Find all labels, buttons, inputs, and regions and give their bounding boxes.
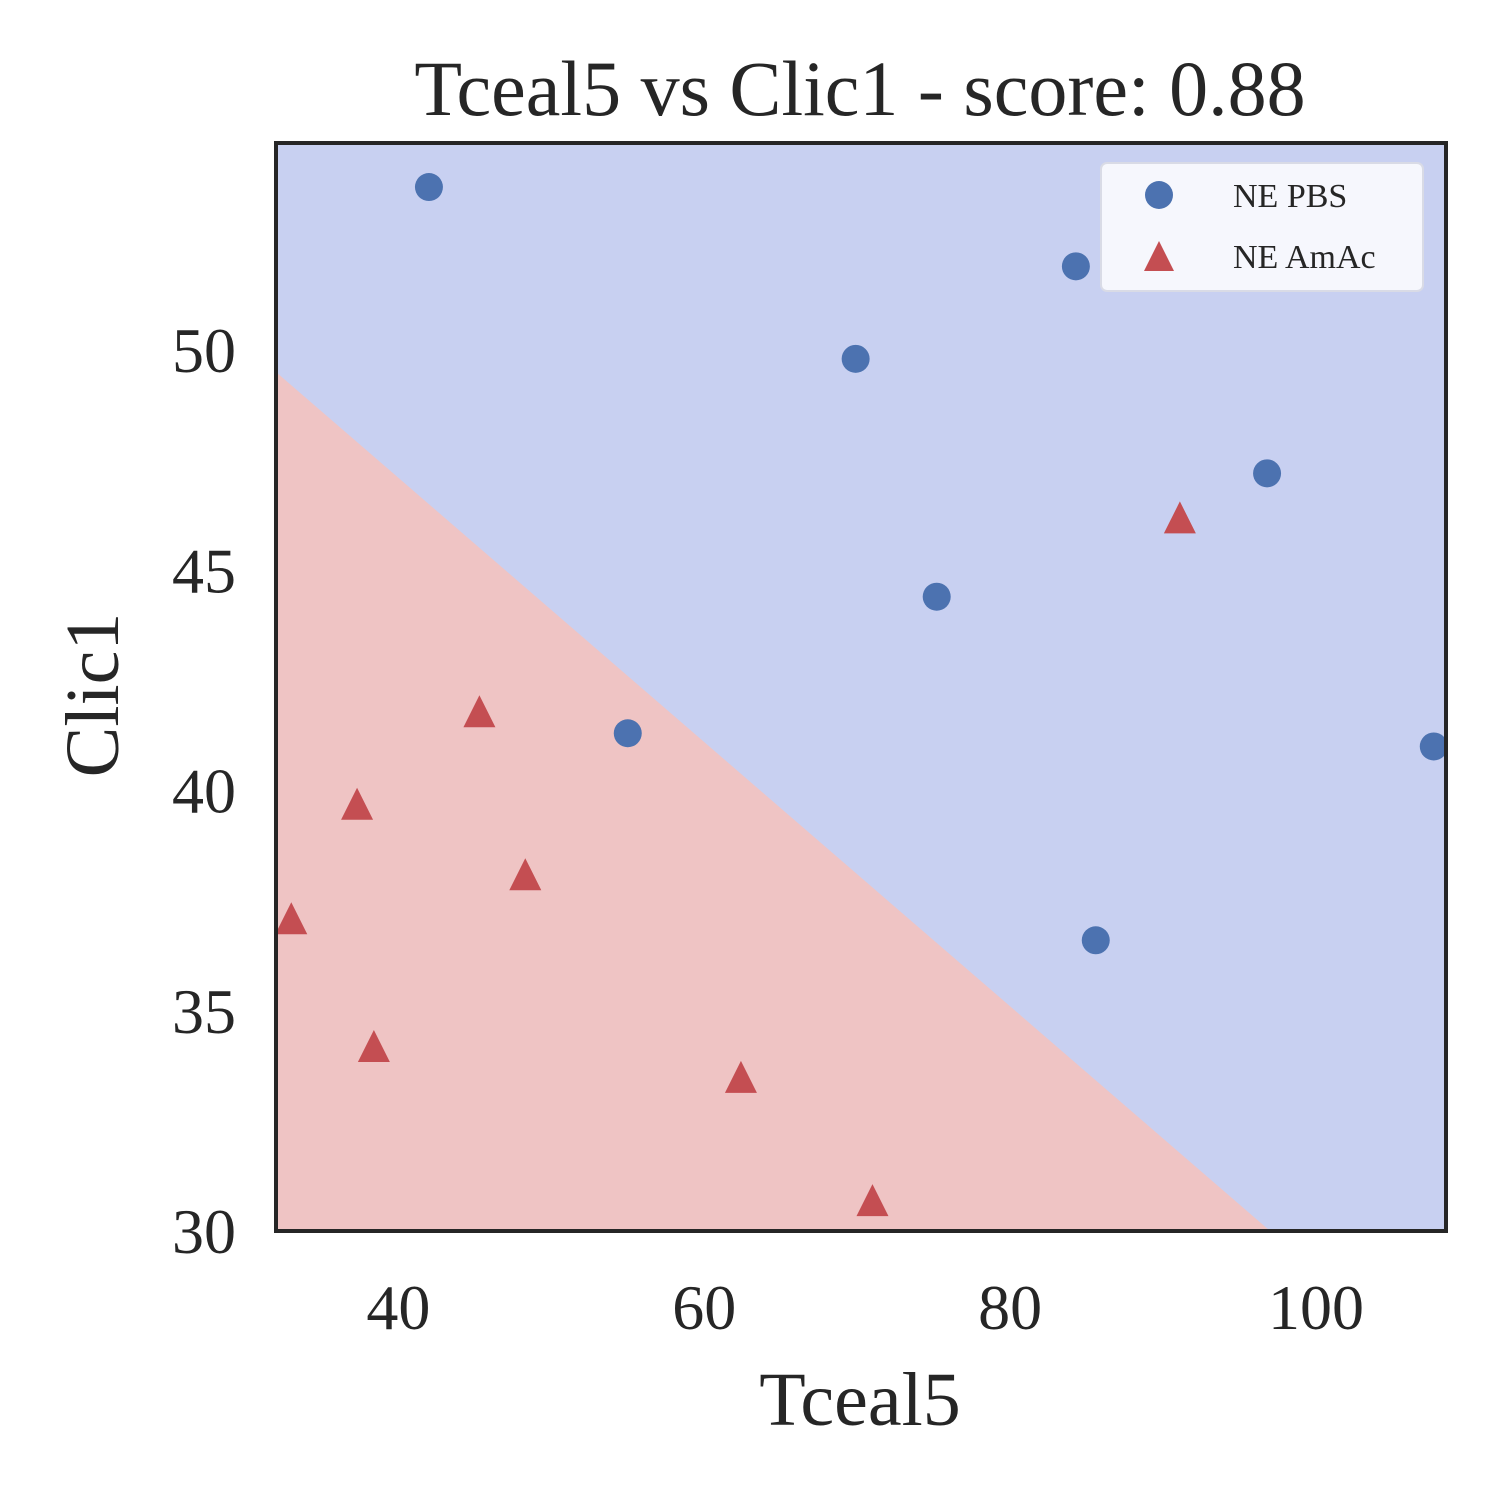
plot-frame <box>274 141 1448 1233</box>
data-point <box>724 1060 757 1093</box>
legend: NE PBS NE AmAc <box>1100 162 1424 292</box>
y-tick-label: 35 <box>172 976 236 1047</box>
region-below <box>276 372 1271 1232</box>
x-tick-label: 100 <box>1268 1272 1364 1343</box>
y-axis-label: Clic1 <box>51 613 135 778</box>
legend-box <box>1100 162 1424 292</box>
data-point <box>509 858 542 891</box>
data-points <box>275 173 1448 1217</box>
data-point <box>856 1184 889 1217</box>
data-point <box>1081 926 1110 955</box>
data-point <box>1163 501 1196 534</box>
legend-label: NE AmAc <box>1233 239 1376 276</box>
data-point <box>613 719 642 748</box>
x-tick-label: 80 <box>978 1272 1042 1343</box>
data-point <box>414 173 443 202</box>
data-point <box>1253 459 1282 488</box>
y-axis-ticks: 30 35 40 45 50 <box>172 315 236 1267</box>
data-point <box>463 695 496 728</box>
x-tick-label: 60 <box>672 1272 736 1343</box>
y-tick-label: 50 <box>172 315 236 386</box>
x-tick-label: 40 <box>366 1272 430 1343</box>
legend-label: NE PBS <box>1233 178 1347 215</box>
data-point <box>341 787 374 820</box>
data-point <box>1419 732 1448 761</box>
chart-title: Tceal5 vs Clic1 - score: 0.88 <box>414 45 1305 132</box>
data-point <box>1061 252 1090 281</box>
legend-marker <box>1144 241 1174 271</box>
y-tick-label: 45 <box>172 535 236 606</box>
x-axis-label: Tceal5 <box>759 1358 960 1442</box>
data-point <box>841 344 870 373</box>
decision-regions <box>276 143 1446 1232</box>
data-point <box>357 1029 390 1062</box>
y-tick-label: 30 <box>172 1196 236 1267</box>
data-point <box>275 902 308 935</box>
x-axis-ticks: 40 60 80 100 <box>366 1272 1364 1343</box>
y-tick-label: 40 <box>172 756 236 827</box>
data-point <box>922 582 951 611</box>
legend-marker <box>1145 181 1173 209</box>
